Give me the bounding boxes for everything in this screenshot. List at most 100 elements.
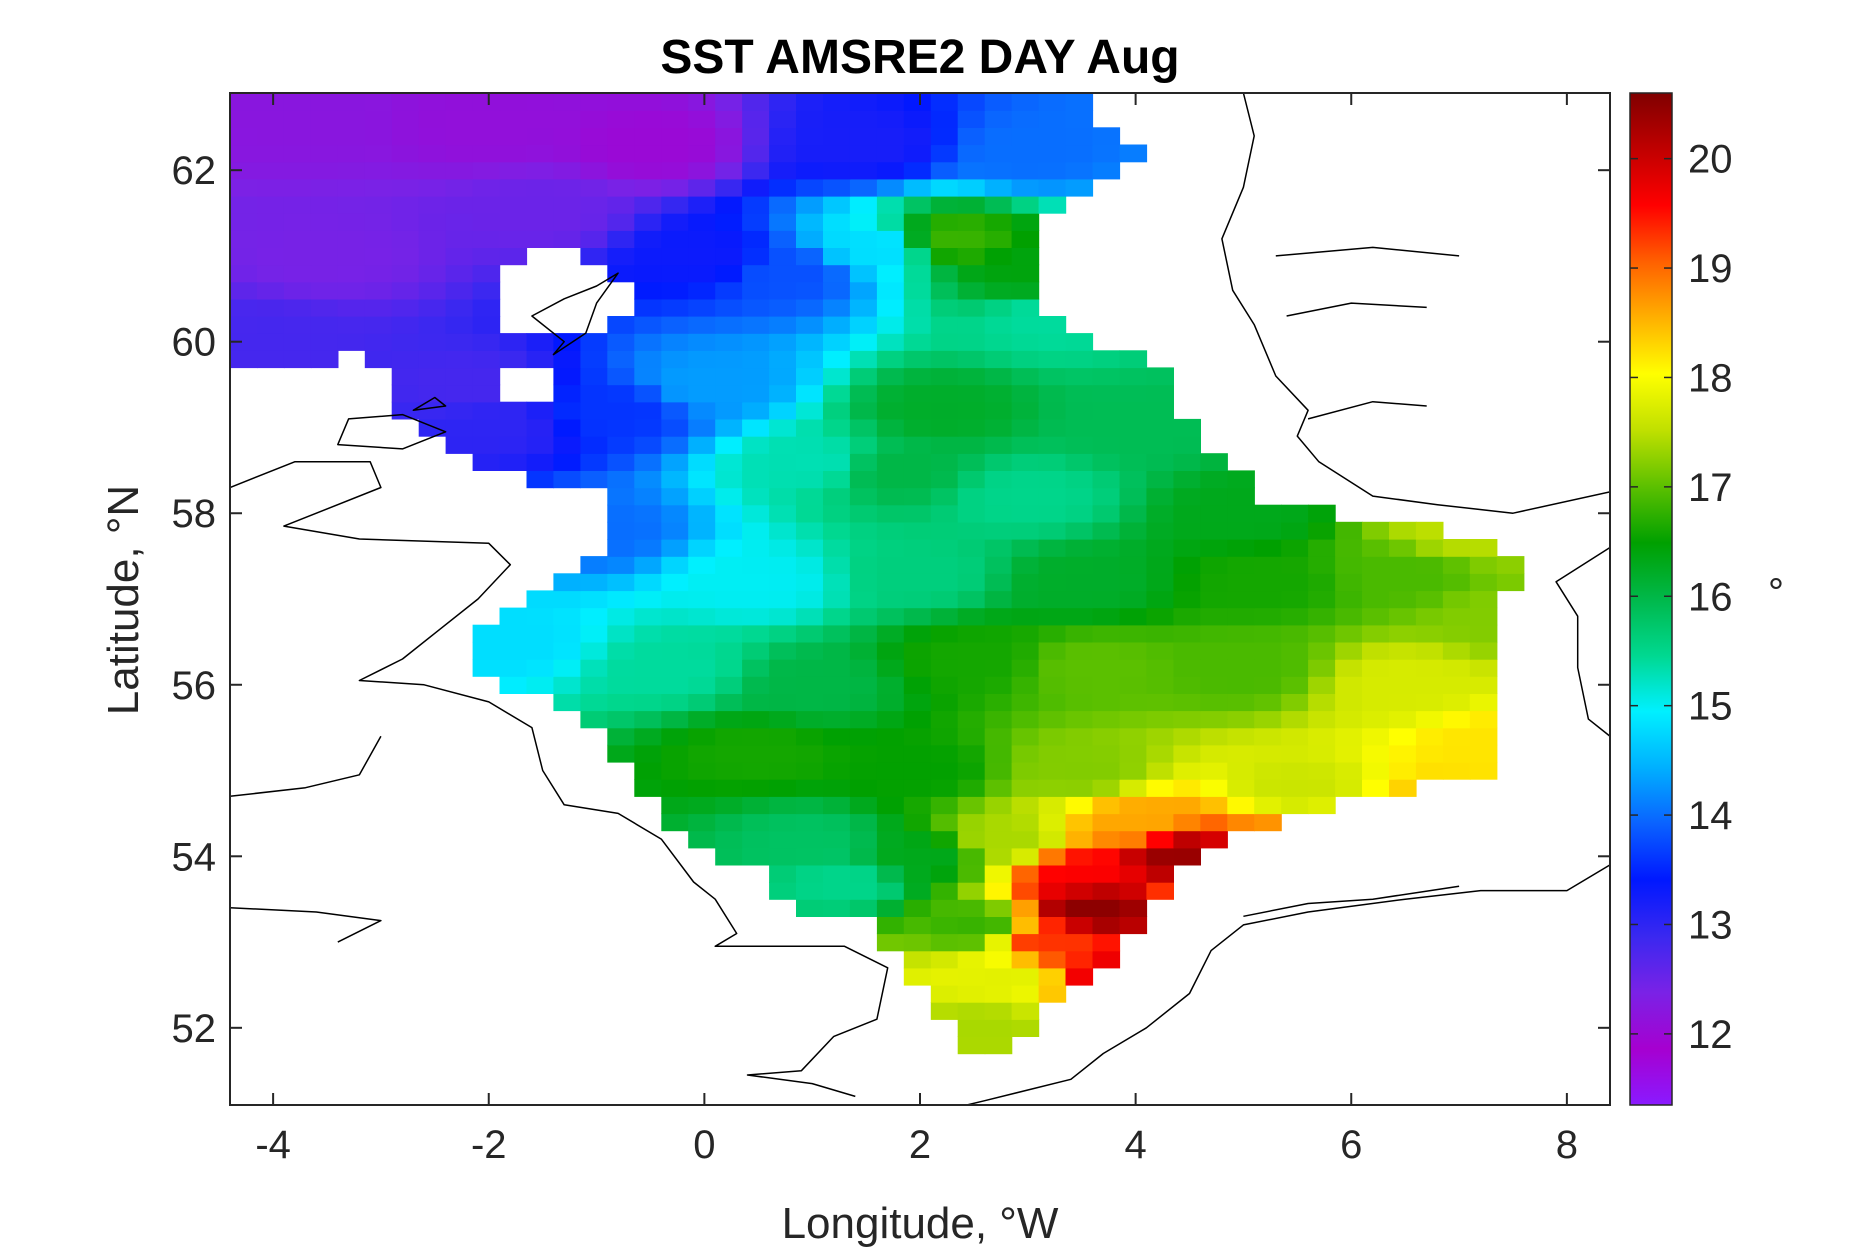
sst-cell: [957, 864, 986, 883]
sst-cell: [1335, 761, 1363, 780]
sst-cell: [903, 761, 932, 780]
sst-cell: [876, 607, 905, 626]
sst-cell: [849, 693, 878, 712]
sst-cell: [742, 195, 770, 214]
sst-cell: [1119, 727, 1148, 746]
sst-cell: [634, 178, 662, 197]
sst-cell: [418, 161, 447, 180]
sst-cell: [580, 470, 608, 489]
sst-cell: [984, 144, 1013, 163]
sst-cell: [1200, 710, 1228, 729]
sst-cell: [823, 556, 851, 574]
sst-cell: [580, 436, 608, 454]
sst-cell: [1038, 984, 1067, 1003]
sst-cell: [1011, 487, 1040, 506]
sst-cell: [957, 847, 986, 866]
sst-cell: [1281, 796, 1309, 815]
sst-cell: [796, 710, 824, 729]
sst-cell: [984, 178, 1013, 197]
sst-cell: [1173, 453, 1201, 471]
sst-cell: [796, 796, 824, 815]
sst-cell: [849, 573, 878, 592]
sst-cell: [230, 230, 258, 248]
sst-cell: [634, 333, 662, 351]
sst-cell: [391, 93, 420, 111]
sst-cell: [715, 418, 743, 437]
sst-cell: [1065, 933, 1094, 952]
sst-cell: [903, 899, 932, 917]
sst-cell: [688, 830, 716, 849]
sst-cell: [553, 418, 581, 437]
sst-cell: [984, 624, 1013, 643]
sst-cell: [1415, 761, 1444, 780]
sst-cell: [715, 470, 743, 489]
sst-cell: [984, 967, 1013, 986]
sst-cell: [1038, 624, 1067, 643]
sst-cell: [445, 195, 474, 214]
sst-cell: [1146, 796, 1174, 815]
sst-cell: [1011, 161, 1040, 180]
sst-cell: [876, 161, 905, 180]
sst-cell: [769, 367, 797, 386]
sst-cell: [849, 350, 878, 369]
sst-cell: [1389, 590, 1417, 609]
sst-cell: [580, 590, 608, 609]
sst-cell: [1092, 847, 1121, 866]
sst-cell: [688, 178, 716, 197]
sst-cell: [1065, 676, 1094, 694]
sst-cell: [1092, 470, 1121, 489]
sst-cell: [715, 521, 743, 540]
sst-cell: [1469, 710, 1498, 729]
sst-cell: [957, 213, 986, 231]
sst-cell: [661, 316, 689, 334]
sst-cell: [1254, 521, 1282, 540]
sst-cell: [1065, 178, 1094, 197]
sst-cell: [849, 641, 878, 660]
sst-cell: [742, 470, 770, 489]
sst-cell: [823, 230, 851, 248]
sst-cells: [230, 93, 1525, 1055]
sst-cell: [1011, 144, 1040, 163]
sst-cell: [1038, 384, 1067, 403]
sst-cell: [472, 93, 501, 111]
sst-cell: [607, 624, 635, 643]
sst-cell: [364, 230, 393, 248]
sst-cell: [823, 487, 851, 506]
sst-cell: [230, 195, 258, 214]
sst-cell: [769, 264, 797, 283]
sst-cell: [715, 710, 743, 729]
sst-cell: [230, 350, 258, 369]
sst-cell: [499, 247, 528, 266]
sst-cell: [580, 161, 608, 180]
sst-cell: [553, 401, 581, 420]
sst-cell: [903, 298, 932, 317]
sst-cell: [1362, 556, 1390, 574]
sst-cell: [1065, 710, 1094, 729]
sst-cell: [849, 161, 878, 180]
sst-cell: [257, 230, 285, 248]
sst-cell: [1469, 556, 1498, 574]
sst-cell: [1146, 710, 1174, 729]
sst-cell: [1011, 127, 1040, 146]
sst-cell: [1065, 453, 1094, 471]
x-tick-label: -2: [471, 1123, 507, 1167]
sst-cell: [1092, 590, 1121, 609]
sst-cell: [849, 110, 878, 128]
sst-cell: [1092, 367, 1121, 386]
sst-cell: [1200, 607, 1228, 626]
sst-cell: [1065, 882, 1094, 900]
sst-cell: [957, 813, 986, 832]
sst-cell: [849, 796, 878, 815]
sst-cell: [310, 110, 339, 128]
sst-cell: [1227, 556, 1255, 574]
sst-cell: [364, 213, 393, 231]
sst-cell: [1092, 556, 1121, 574]
sst-cell: [472, 230, 501, 248]
sst-cell: [823, 607, 851, 626]
sst-cell: [715, 659, 743, 677]
sst-cell: [876, 110, 905, 128]
sst-cell: [1038, 350, 1067, 369]
sst-cell: [688, 470, 716, 489]
sst-cell: [230, 281, 258, 300]
sst-cell: [1065, 93, 1094, 111]
